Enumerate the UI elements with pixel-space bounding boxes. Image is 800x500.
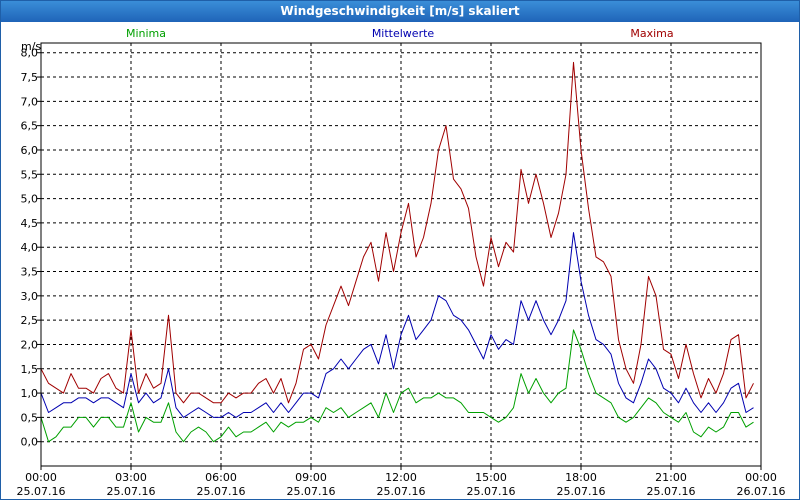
x-tick-time: 03:00	[115, 471, 147, 484]
y-tick-label: 1,0	[21, 387, 39, 400]
series-line-mean	[40, 232, 754, 418]
axes	[40, 42, 762, 467]
y-tick-label: 6,5	[21, 120, 39, 133]
y-tick-label: 8,0	[21, 47, 39, 60]
y-tick-label: 3,0	[21, 290, 39, 303]
y-tick-labels: 0,0 0,5 1,0 1,5 2,0 2,5 3,0 3,5 4,0 4,5 5,0 5,5 6,0 6…	[21, 47, 39, 449]
chart-title: Windgeschwindigkeit [m/s] skaliert	[1, 1, 799, 22]
x-tick-time: 12:00	[385, 471, 417, 484]
legend-maxima: Maxima	[630, 27, 673, 40]
x-tick-date: 25.07.16	[557, 485, 606, 498]
x-tick-date: 25.07.16	[197, 485, 246, 498]
x-tick-date: 25.07.16	[287, 485, 336, 498]
series-line-max	[40, 61, 754, 404]
x-tick-time: 06:00	[205, 471, 237, 484]
y-axis-unit: m/s	[21, 40, 41, 53]
wind-speed-chart: 0,0 0,5 1,0 1,5 2,0 2,5 3,0 3,5 4,0 4,5 5,0 5,5 6,0 6…	[17, 27, 786, 498]
y-tick-label: 2,5	[21, 314, 39, 327]
x-tick-time: 00:00	[25, 471, 57, 484]
x-tick-date: 25.07.16	[17, 485, 66, 498]
y-tick-label: 0,0	[21, 436, 39, 449]
y-tick-label: 4,0	[21, 241, 39, 254]
grid-lines	[37, 43, 762, 470]
y-tick-label: 1,5	[21, 363, 39, 376]
x-tick-time: 15:00	[475, 471, 507, 484]
y-tick-label: 7,5	[21, 71, 39, 84]
y-tick-label: 3,5	[21, 266, 39, 279]
series-line-min	[40, 329, 754, 443]
x-tick-date: 26.07.16	[737, 485, 786, 498]
y-tick-label: 7,0	[21, 95, 39, 108]
y-tick-label: 5,5	[21, 168, 39, 181]
plot-frame	[40, 42, 762, 467]
x-tick-time: 18:00	[565, 471, 597, 484]
y-tick-label: 5,0	[21, 193, 39, 206]
x-tick-time: 09:00	[295, 471, 327, 484]
x-tick-date: 25.07.16	[647, 485, 696, 498]
y-tick-label: 6,0	[21, 144, 39, 157]
y-tick-label: 4,5	[21, 217, 39, 230]
x-tick-time: 00:00	[745, 471, 777, 484]
y-tick-label: 0,5	[21, 411, 39, 424]
x-tick-labels: 00:0025.07.1603:0025.07.1606:0025.07.160…	[17, 471, 786, 498]
legend-mittelwerte: Mittelwerte	[372, 27, 435, 40]
x-tick-date: 25.07.16	[107, 485, 156, 498]
legend-minima: Minima	[126, 27, 166, 40]
x-tick-date: 25.07.16	[467, 485, 516, 498]
x-tick-time: 21:00	[655, 471, 687, 484]
y-tick-label: 2,0	[21, 338, 39, 351]
series-layer	[40, 61, 754, 443]
x-tick-date: 25.07.16	[377, 485, 426, 498]
